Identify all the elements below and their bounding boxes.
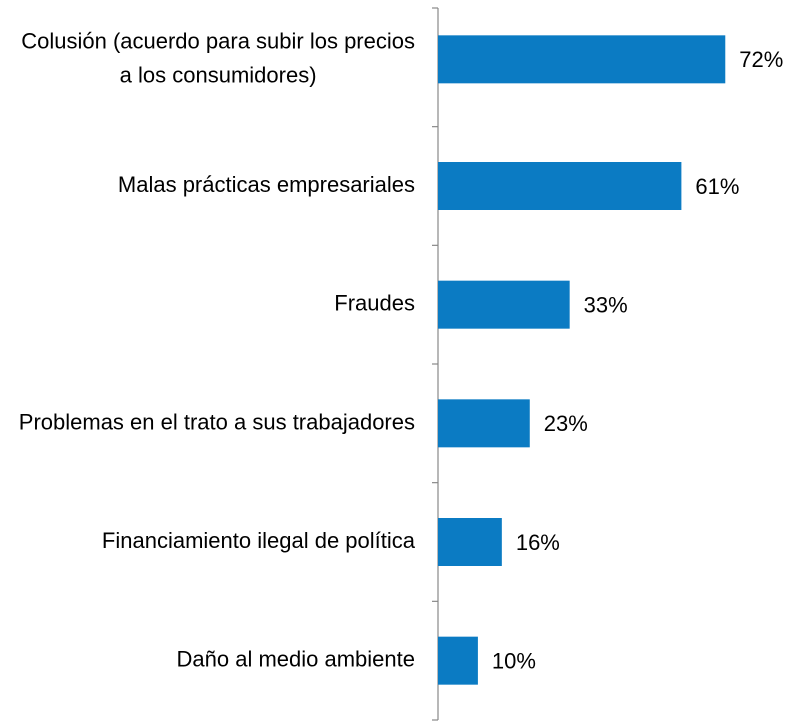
value-label: 16% bbox=[516, 530, 560, 555]
bar bbox=[438, 636, 478, 685]
category-label: Daño al medio ambiente bbox=[177, 646, 415, 671]
value-label: 10% bbox=[492, 648, 536, 673]
bar bbox=[438, 162, 682, 210]
value-label: 23% bbox=[544, 411, 588, 436]
value-label: 72% bbox=[739, 47, 783, 72]
category-label: Malas prácticas empresariales bbox=[118, 172, 415, 197]
category-label: Colusión (acuerdo para subir los precios… bbox=[21, 28, 415, 87]
category-label: Financiamiento ilegal de política bbox=[102, 528, 416, 553]
category-label: Fraudes bbox=[334, 290, 415, 315]
bar bbox=[438, 399, 530, 448]
bar bbox=[438, 280, 570, 329]
bar bbox=[438, 35, 726, 84]
bar bbox=[438, 518, 502, 566]
value-label: 61% bbox=[695, 174, 739, 199]
category-label: Problemas en el trato a sus trabajadores bbox=[19, 409, 415, 434]
value-label: 33% bbox=[584, 292, 628, 317]
